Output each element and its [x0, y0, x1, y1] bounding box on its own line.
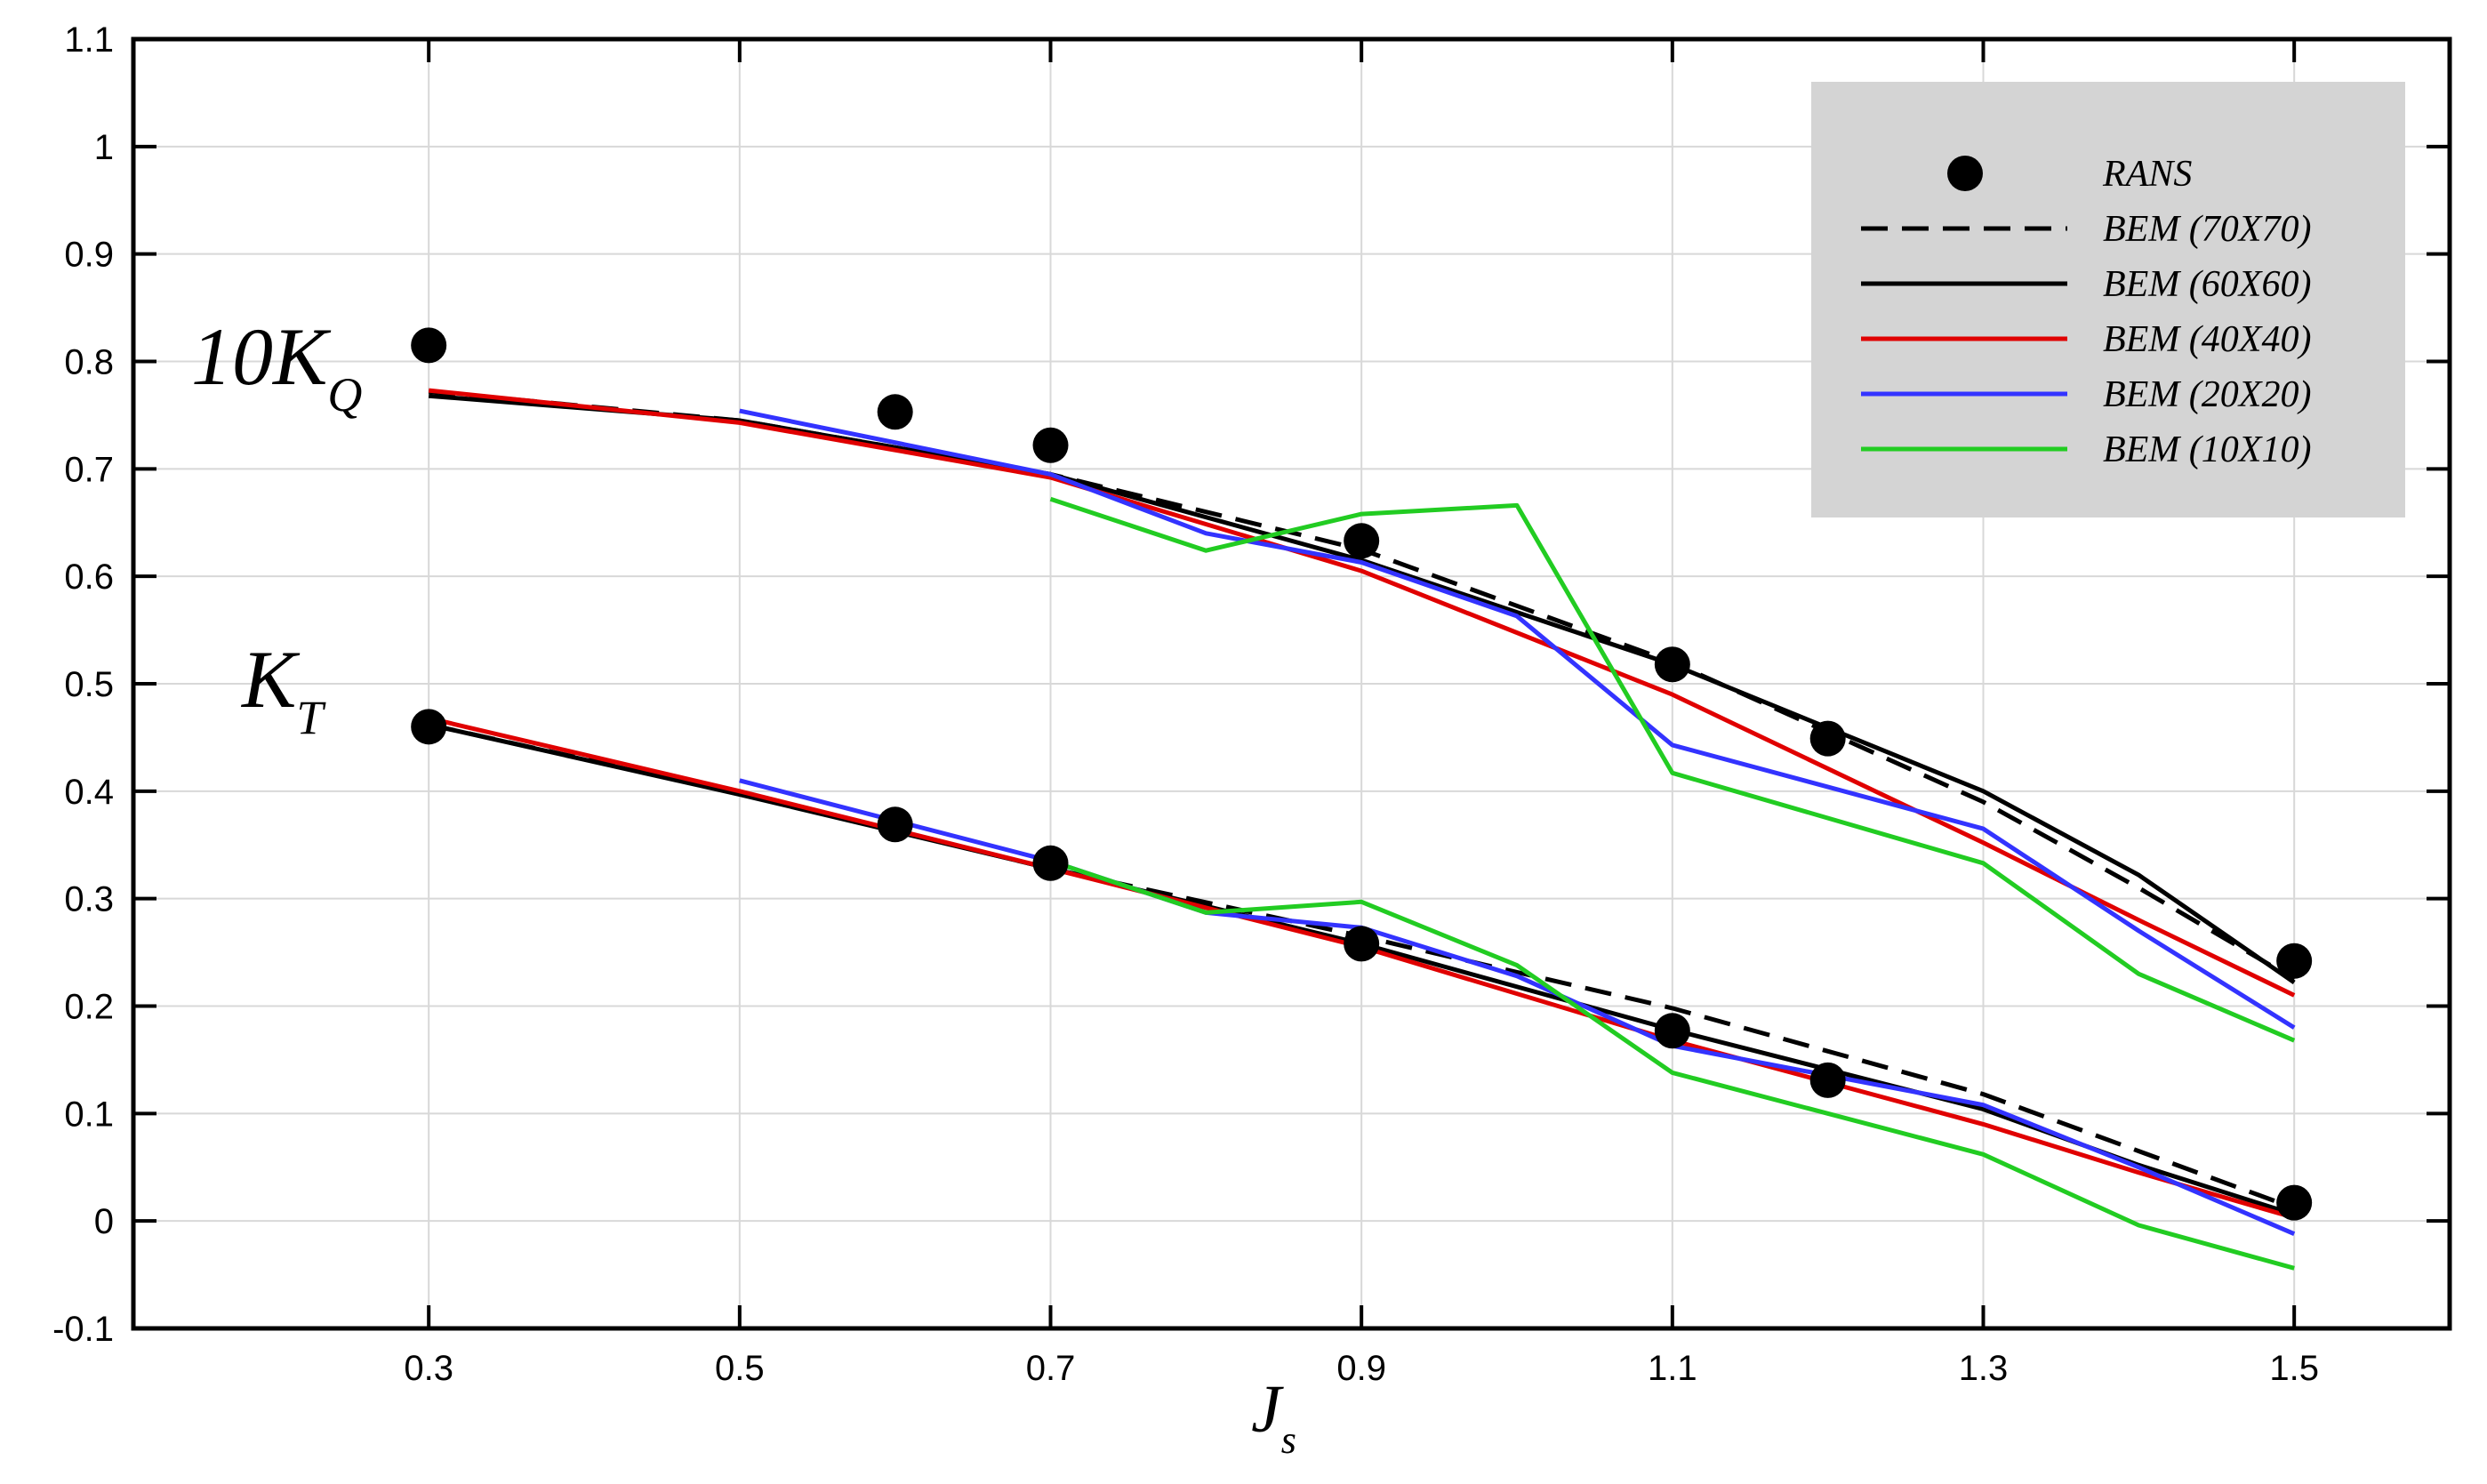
x-tick-label: 1.1: [1648, 1349, 1697, 1388]
x-tick-label: 1.5: [2269, 1349, 2319, 1388]
data-point-rans-kt: [1654, 1013, 1690, 1049]
annotation-kt: KT: [240, 634, 326, 744]
y-tick-label: -0.1: [52, 1310, 114, 1349]
series-line-bem-40x40-kt: [428, 716, 2295, 1220]
legend-items: RANS BEM (70X70) BEM (60X60) BEM (40X40) BEM…: [1861, 154, 2311, 470]
y-tick-label: 0.8: [64, 343, 114, 382]
series-line-bem-10x10-kt: [1049, 859, 2295, 1271]
series-line-bem-10x10-10kq: [1049, 496, 2296, 1043]
legend-item-bem-10x10: BEM (10X10): [1861, 429, 2311, 470]
legend-swatch-marker: [1947, 156, 1983, 191]
data-point-rans-10kq: [877, 394, 913, 430]
x-tick-label: 0.7: [1026, 1349, 1076, 1388]
legend-label: BEM (60X60): [2103, 264, 2311, 305]
x-tick-label: 1.3: [1959, 1349, 2009, 1388]
x-tick-label: 0.5: [715, 1349, 765, 1388]
legend-item-rans: RANS: [1947, 154, 2192, 195]
y-tick-label: 0.7: [64, 450, 114, 489]
legend: RANS BEM (70X70) BEM (60X60) BEM (40X40) BEM…: [1811, 82, 2405, 517]
legend-box: [1811, 82, 2405, 517]
annotation-10kq-sub: Q: [327, 368, 362, 421]
legend-item-bem-60x60: BEM (60X60): [1861, 264, 2311, 305]
y-tick-label: 0.5: [64, 665, 114, 704]
legend-label: BEM (10X10): [2103, 429, 2311, 470]
data-point-rans-kt: [1344, 926, 1380, 962]
y-tick-label: 1.1: [64, 20, 114, 60]
y-tick-label: 0.2: [64, 988, 114, 1027]
annotation-10kq-main: 10K: [191, 311, 332, 402]
data-point-rans-kt: [1809, 1062, 1846, 1098]
tick-layer: -0.1 0 0.1 0.2 0.3 0.4 0.5 0.6 0.7 0.8 0.9 1 1.1 0.3 0…: [52, 20, 2450, 1388]
y-tick-label: 0.9: [64, 236, 114, 275]
data-point-rans-10kq: [1809, 720, 1846, 757]
legend-label: BEM (70X70): [2103, 209, 2311, 250]
data-point-rans-10kq: [1344, 523, 1380, 559]
y-tick-label: 0.4: [64, 773, 114, 812]
series-line-bem-70x70-10kq: [428, 389, 2296, 982]
series-annotations: 10KQ KT: [191, 311, 362, 744]
x-axis-label: Js: [1251, 1372, 1296, 1462]
legend-item-bem-40x40: BEM (40X40): [1861, 319, 2311, 360]
legend-label: BEM (40X40): [2103, 319, 2311, 360]
legend-item-bem-20x20: BEM (20X20): [1861, 374, 2311, 415]
data-point-rans-10kq: [1032, 427, 1069, 463]
data-point-rans-kt: [1032, 845, 1069, 881]
data-point-rans-10kq: [1654, 646, 1690, 683]
annotation-10kq: 10KQ: [191, 311, 362, 421]
annotation-kt-sub: T: [296, 691, 326, 744]
y-tick-label: 0.3: [64, 880, 114, 919]
y-tick-label: 0.6: [64, 558, 114, 597]
y-tick-label: 0: [94, 1202, 114, 1241]
series-line-bem-60x60-10kq: [429, 393, 2296, 984]
y-tick-label: 1: [94, 128, 114, 167]
legend-label: BEM (20X20): [2103, 374, 2311, 415]
series-layer: [411, 327, 2313, 1271]
annotation-kt-main: K: [240, 634, 301, 725]
x-tick-label: 0.9: [1336, 1349, 1386, 1388]
data-point-rans-kt: [411, 709, 447, 745]
series-line-bem-20x20-10kq: [739, 408, 2296, 1030]
y-tick-label: 0.1: [64, 1095, 114, 1134]
x-tick-label: 0.3: [404, 1349, 453, 1388]
x-axis-label-main: J: [1251, 1372, 1284, 1447]
series-line-bem-40x40-10kq: [428, 388, 2296, 998]
legend-label: RANS: [2102, 154, 2192, 195]
data-point-rans-10kq: [411, 327, 447, 364]
x-axis-label-sub: s: [1281, 1418, 1296, 1462]
data-point-rans-kt: [877, 806, 913, 843]
data-point-rans-10kq: [2276, 943, 2313, 979]
data-point-rans-kt: [2276, 1184, 2313, 1221]
legend-item-bem-70x70: BEM (70X70): [1861, 209, 2311, 250]
